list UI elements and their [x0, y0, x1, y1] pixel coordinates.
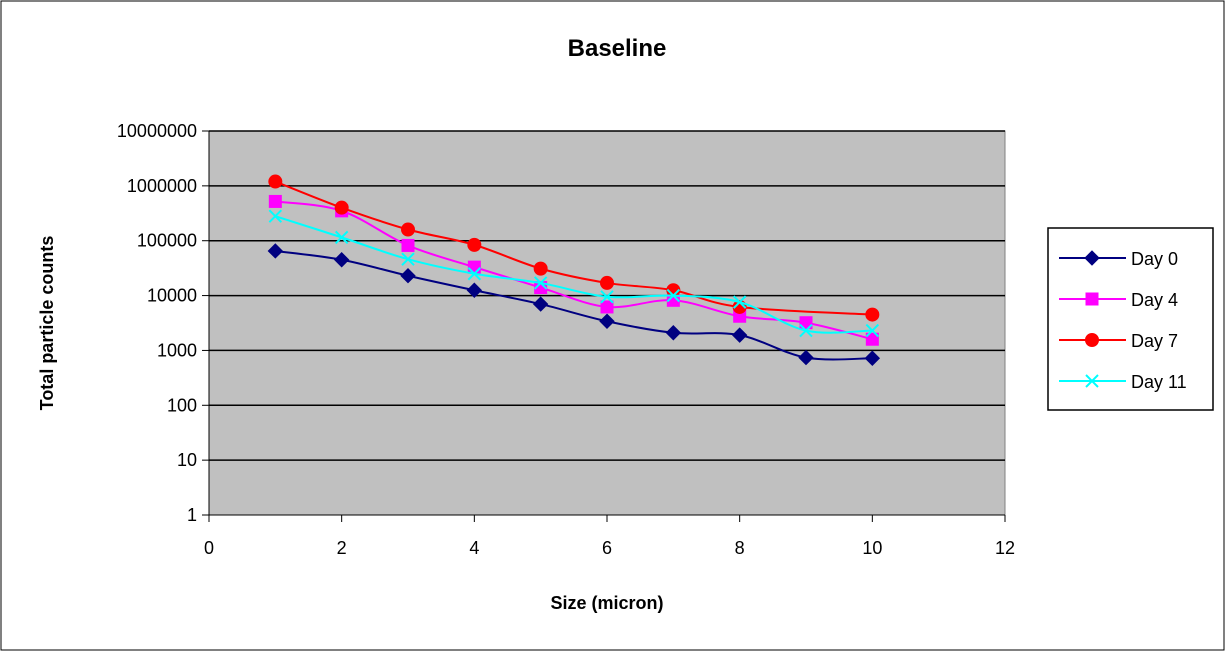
data-point-day-7: [533, 261, 548, 276]
legend-marker-day-7: [1085, 333, 1099, 347]
data-point-day-7: [865, 307, 880, 322]
x-tick-label: 4: [469, 538, 479, 558]
data-point-day-11: [666, 288, 681, 303]
data-point-day-11: [865, 323, 880, 338]
data-point-day-0: [267, 243, 284, 259]
data-point-day-4: [799, 316, 813, 330]
data-point-day-4: [865, 332, 879, 346]
series-day-0: [267, 243, 881, 366]
x-axis-ticks: 0 2 4 6 8 10 12: [204, 515, 1015, 558]
legend: Day 0 Day 4 Day 7 Day 11: [1047, 227, 1214, 411]
data-point-day-0: [665, 325, 682, 341]
series-line-day-4: [275, 200, 873, 341]
y-tick-label: 10000000: [117, 121, 197, 141]
series-day-7: [268, 174, 880, 322]
x-axis-label: Size (micron): [550, 593, 663, 613]
data-point-day-0: [864, 350, 881, 366]
data-point-day-4: [401, 238, 415, 252]
data-point-day-11: [799, 323, 813, 338]
legend-label: Day 7: [1131, 331, 1178, 351]
legend-item-day-0: Day 0: [1059, 249, 1178, 269]
x-tick-label: 8: [735, 538, 745, 558]
y-tick-label: 100: [167, 395, 197, 415]
x-tick-label: 0: [204, 538, 214, 558]
legend-label: Day 11: [1131, 372, 1187, 392]
x-tick-label: 6: [602, 538, 612, 558]
y-tick-label: 1: [187, 505, 197, 525]
data-point-day-4: [600, 300, 614, 314]
data-point-day-0: [532, 296, 549, 312]
data-point-day-7: [268, 174, 283, 189]
data-point-day-4: [467, 260, 481, 274]
data-point-day-0: [400, 268, 416, 284]
legend-marker-day-4: [1085, 292, 1099, 306]
y-tick-label: 10000: [147, 286, 197, 306]
data-point-day-7: [600, 275, 614, 290]
series-line-day-11: [275, 215, 873, 334]
legend-item-day-11: Day 11: [1059, 372, 1187, 392]
legend-label: Day 0: [1131, 249, 1178, 269]
x-tick-label: 2: [337, 538, 347, 558]
legend-item-day-7: Day 7: [1059, 331, 1178, 351]
data-point-day-11: [600, 290, 614, 304]
gridlines: [209, 130, 1005, 461]
data-point-day-7: [334, 200, 349, 215]
x-tick-label: 10: [862, 538, 882, 558]
series-line-day-0: [275, 249, 873, 361]
data-point-day-0: [599, 313, 615, 329]
y-axis-ticks: 1 10 100 1000 10000 100000 1000000 10000000: [117, 121, 209, 525]
legend-item-day-4: Day 4: [1059, 290, 1178, 310]
y-tick-label: 10: [177, 450, 197, 470]
series-layer: [267, 174, 881, 366]
data-point-day-11: [334, 230, 349, 245]
legend-label: Day 4: [1131, 290, 1178, 310]
data-point-day-11: [401, 252, 415, 266]
data-point-day-11: [732, 295, 747, 309]
data-point-day-4: [268, 194, 282, 208]
data-point-day-0: [466, 282, 483, 298]
x-tick-label: 12: [995, 538, 1015, 558]
y-tick-label: 1000000: [127, 176, 197, 196]
data-point-day-7: [467, 237, 482, 252]
series-day-11: [268, 209, 880, 338]
legend-marker-day-0: [1084, 250, 1100, 266]
data-point-day-0: [333, 252, 350, 268]
legend-marker-day-11: [1085, 374, 1099, 388]
data-point-day-11: [533, 276, 548, 290]
y-tick-label: 100000: [137, 231, 197, 251]
y-axis-label: Total particle counts: [37, 236, 57, 411]
y-tick-label: 1000: [157, 340, 197, 360]
data-point-day-7: [401, 222, 415, 237]
chart-title: Baseline: [568, 35, 667, 62]
data-point-day-11: [467, 267, 482, 281]
data-point-day-0: [798, 349, 814, 366]
data-point-day-0: [731, 327, 748, 343]
data-point-day-11: [268, 209, 283, 223]
